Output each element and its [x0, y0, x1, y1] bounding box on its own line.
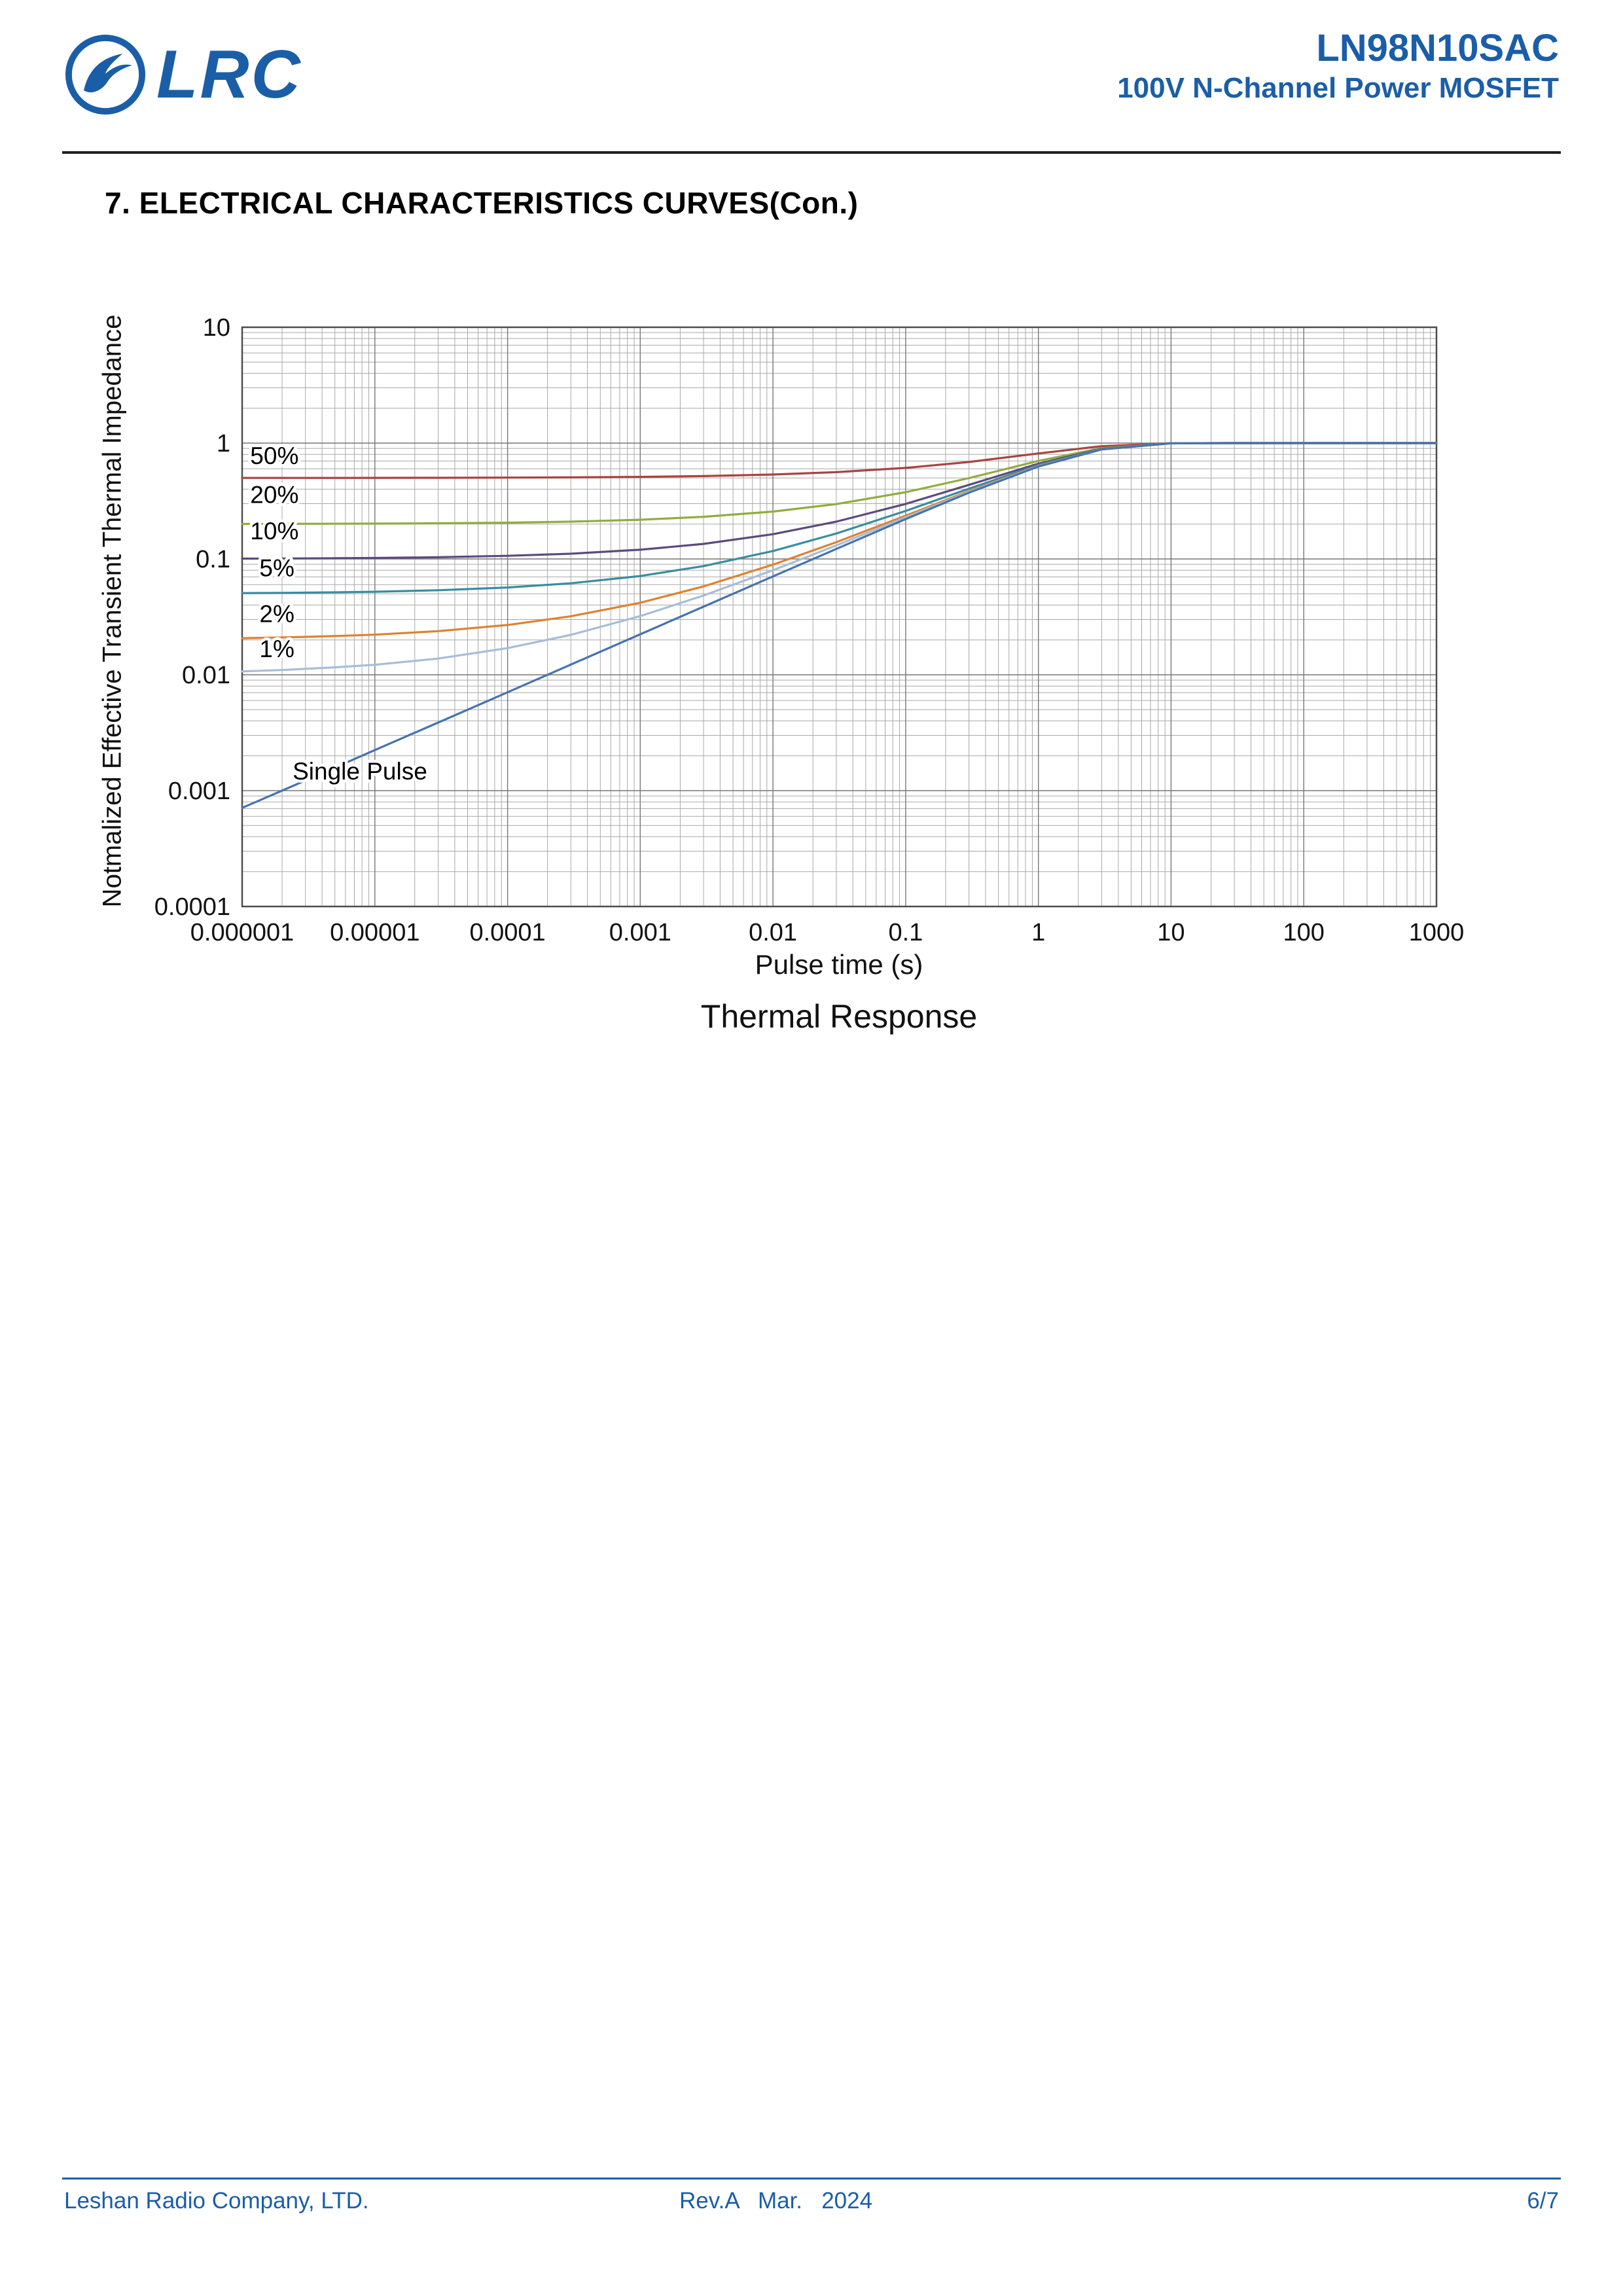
x-tick-label: 0.01 [749, 919, 797, 946]
footer-row: Leshan Radio Company, LTD. Rev.A Mar. 20… [64, 2188, 1559, 2214]
x-tick-label: 0.1 [888, 919, 923, 946]
y-tick-label: 0.0001 [154, 893, 230, 921]
curve-label-single_pulse: Single Pulse [293, 758, 427, 785]
footer-company: Leshan Radio Company, LTD. [64, 2188, 369, 2214]
series-curve-single_pulse [241, 442, 1438, 809]
curve-label-20pct: 20% [250, 481, 298, 508]
plot-border [241, 326, 1438, 908]
section-title: 7. ELECTRICAL CHARACTERISTICS CURVES(Con… [105, 186, 859, 220]
header-title-block: LN98N10SAC 100V N-Channel Power MOSFET [1117, 27, 1559, 106]
chart-title: Thermal Response [701, 998, 977, 1035]
x-axis-title: Pulse time (s) [755, 949, 923, 980]
x-tick-label: 1000 [1409, 919, 1465, 946]
x-tick-label: 10 [1157, 919, 1185, 946]
curve-label-10pct: 10% [250, 518, 298, 545]
curve-label-2pct: 2% [259, 601, 294, 628]
grid-major-lines [241, 327, 1437, 907]
series-curve-5pct [241, 442, 1438, 594]
product-subtitle: 100V N-Channel Power MOSFET [1117, 71, 1559, 104]
lrc-bird-emblem-icon [65, 34, 146, 115]
header-divider [62, 151, 1561, 154]
thermal-response-chart: Pulse time (s) Thermal Response 50%20%10… [154, 314, 1465, 1035]
lrc-logo: LRC [62, 31, 302, 118]
footer-page-number: 6/7 [1527, 2188, 1559, 2214]
y-tick-label: 10 [203, 314, 230, 342]
x-tick-label: 0.000001 [190, 919, 294, 946]
logo-text: LRC [156, 37, 302, 113]
x-tick-label: 0.0001 [469, 919, 545, 946]
y-axis-title: Notmalized Effective Transient Thermal I… [98, 314, 127, 908]
y-tick-label: 1 [217, 430, 230, 457]
grid-minor-lines [242, 327, 1436, 906]
x-tick-label: 0.00001 [330, 919, 419, 946]
y-tick-label: 0.001 [168, 778, 230, 805]
series-curve-20pct [241, 442, 1438, 526]
x-tick-label: 0.001 [609, 919, 671, 946]
curve-label-50pct: 50% [250, 442, 298, 469]
footer-revision: Rev.A Mar. 2024 [679, 2188, 873, 2214]
part-number: LN98N10SAC [1316, 27, 1559, 69]
y-tick-label: 0.01 [182, 662, 230, 689]
curve-label-1pct: 1% [259, 636, 294, 662]
footer-divider [62, 2178, 1561, 2179]
x-tick-label: 100 [1283, 919, 1324, 946]
x-tick-label: 1 [1031, 919, 1045, 946]
y-tick-label: 0.1 [196, 546, 230, 573]
curve-label-5pct: 5% [259, 554, 294, 581]
